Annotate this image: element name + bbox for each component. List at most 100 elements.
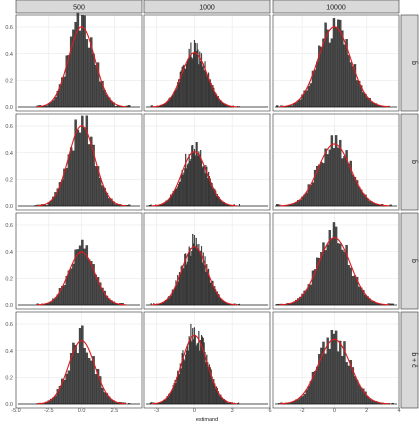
histogram-bar: [198, 64, 199, 107]
histogram-bar: [320, 47, 322, 107]
histogram-bar: [108, 198, 110, 206]
histogram-bar: [66, 374, 68, 404]
histogram-bar: [72, 264, 74, 305]
histogram-bar: [190, 161, 191, 206]
histogram-bar: [183, 173, 184, 206]
x-tick-label: -2.5: [44, 408, 53, 414]
histogram-bar: [220, 200, 221, 206]
histogram-bar: [176, 90, 177, 107]
histogram-bar: [77, 130, 79, 206]
histogram-bar: [306, 390, 308, 404]
histogram-bar: [195, 246, 196, 305]
histogram-bar: [304, 195, 306, 206]
histogram-bar: [352, 175, 354, 206]
histogram-bar: [222, 399, 223, 404]
x-tick-label: 0: [193, 408, 196, 414]
histogram-bar: [165, 400, 166, 404]
histogram-bar: [190, 43, 191, 107]
y-tick-label: 0.4: [5, 151, 13, 157]
histogram-bar: [220, 396, 221, 404]
x-tick-label: 4: [397, 408, 400, 414]
histogram-bar: [329, 349, 331, 404]
histogram-bar: [95, 166, 97, 206]
histogram-bar: [198, 249, 199, 305]
y-tick-label: 0.6: [5, 124, 13, 130]
histogram-bar: [167, 201, 168, 206]
histogram-bar: [337, 20, 339, 107]
histogram-bar: [165, 104, 166, 107]
histogram-bar: [217, 97, 218, 107]
histogram-bar: [337, 243, 339, 305]
y-tick-label: 0.4: [5, 52, 13, 58]
histogram-bar: [184, 168, 185, 206]
histogram-bar: [207, 178, 208, 206]
histogram-bar: [310, 83, 312, 107]
histogram-bar: [301, 396, 303, 404]
histogram-bar: [179, 182, 180, 206]
histogram-bar: [199, 251, 200, 305]
histogram-bar: [327, 154, 329, 206]
histogram-bar: [63, 285, 65, 305]
histogram-bar: [173, 95, 174, 107]
histogram-bar: [176, 187, 177, 206]
histogram-bar: [213, 188, 214, 206]
histogram-bar: [104, 392, 106, 404]
y-tick-label: 0.0: [5, 105, 13, 111]
histogram-bar: [171, 295, 172, 305]
histogram-bar: [186, 351, 187, 404]
histogram-bar: [203, 166, 204, 206]
histogram-bar: [205, 174, 206, 206]
histogram-bar: [54, 97, 56, 107]
histogram-bar: [207, 362, 208, 404]
histogram-bar: [79, 246, 81, 305]
histogram-bar: [77, 353, 79, 404]
histogram-bar: [186, 169, 187, 206]
histogram-bar: [214, 93, 215, 107]
histogram-bar: [333, 334, 335, 404]
histogram-bar: [184, 361, 185, 404]
histogram-bar: [174, 191, 175, 206]
histogram-bar: [83, 128, 85, 206]
histogram-bar: [52, 100, 54, 107]
histogram-bar: [179, 374, 180, 404]
histogram-bar: [176, 383, 177, 404]
histogram-bar: [325, 250, 327, 305]
histogram-bar: [325, 354, 327, 404]
histogram-bar: [170, 394, 171, 404]
histogram-bar: [194, 40, 195, 107]
panel-0-1000: [144, 15, 270, 111]
panel-1-10000: [273, 114, 399, 210]
histogram-bar: [171, 97, 172, 107]
histogram-bar: [70, 147, 72, 206]
histogram-bar: [79, 133, 81, 206]
histogram-bar: [333, 18, 335, 107]
histogram-bar: [95, 374, 97, 404]
histogram-bar: [168, 397, 169, 404]
histogram-bar: [204, 165, 205, 206]
x-tick-label: 2.5: [111, 408, 119, 414]
histogram-bar: [90, 361, 92, 404]
histogram-bar: [192, 234, 193, 305]
histogram-bar: [191, 342, 192, 404]
histogram-bar: [210, 283, 211, 305]
histogram-bar: [197, 244, 198, 305]
histogram-bar: [197, 344, 198, 404]
histogram-bar: [192, 328, 193, 404]
facet-label-row-3: b̂ + ĉ: [410, 352, 418, 368]
histogram-bar: [175, 189, 176, 206]
facet-label-column-1000: 1000: [199, 5, 215, 12]
histogram-bar: [191, 251, 192, 305]
facet-label-row-0: b̂: [410, 61, 418, 65]
histogram-bar: [54, 396, 56, 404]
histogram-bar: [66, 168, 68, 206]
histogram-bar: [209, 81, 210, 107]
histogram-bar: [180, 182, 181, 206]
histogram-bar: [183, 175, 184, 206]
histogram-bar: [176, 88, 177, 107]
histogram-bar: [77, 249, 79, 305]
histogram-bar: [193, 244, 194, 305]
x-tick-label: 0.0: [78, 408, 86, 414]
histogram-bar: [196, 51, 197, 107]
histogram-bar: [350, 268, 352, 305]
histogram-bar: [215, 389, 216, 404]
